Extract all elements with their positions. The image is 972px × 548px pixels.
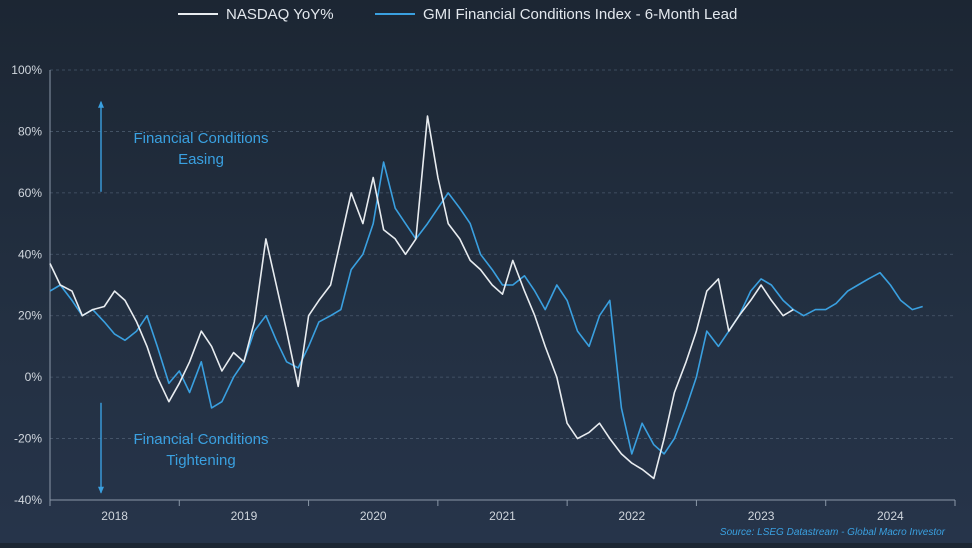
source-note: Source: LSEG Datastream - Global Macro I… <box>720 527 946 538</box>
y-tick-label: -40% <box>14 493 42 507</box>
y-tick-label: 0% <box>25 370 43 384</box>
y-tick-label: 60% <box>18 186 42 200</box>
annotation-arrowhead <box>98 100 104 108</box>
annotation-text: Tightening <box>166 452 236 469</box>
annotation-text: Easing <box>178 151 224 168</box>
legend-label: GMI Financial Conditions Index - 6-Month… <box>423 6 737 23</box>
y-tick-label: 20% <box>18 309 42 323</box>
x-tick-label: 2019 <box>231 509 258 523</box>
y-tick-label: 100% <box>11 63 42 77</box>
series-line-nasdaq <box>49 115 794 480</box>
x-tick-label: 2021 <box>489 509 516 523</box>
series-line-gmi <box>49 161 923 455</box>
annotation-text: Financial Conditions <box>133 130 268 147</box>
x-tick-label: 2022 <box>618 509 645 523</box>
y-tick-label: 80% <box>18 124 42 138</box>
x-tick-label: 2024 <box>877 509 904 523</box>
x-tick-label: 2023 <box>748 509 775 523</box>
annotation-text: Financial Conditions <box>133 431 268 448</box>
x-tick-label: 2020 <box>360 509 387 523</box>
y-tick-label: 40% <box>18 247 42 261</box>
x-tick-label: 2018 <box>101 509 128 523</box>
annotation-arrowhead <box>98 486 104 494</box>
y-tick-label: -20% <box>14 432 42 446</box>
legend-label: NASDAQ YoY% <box>226 6 334 23</box>
